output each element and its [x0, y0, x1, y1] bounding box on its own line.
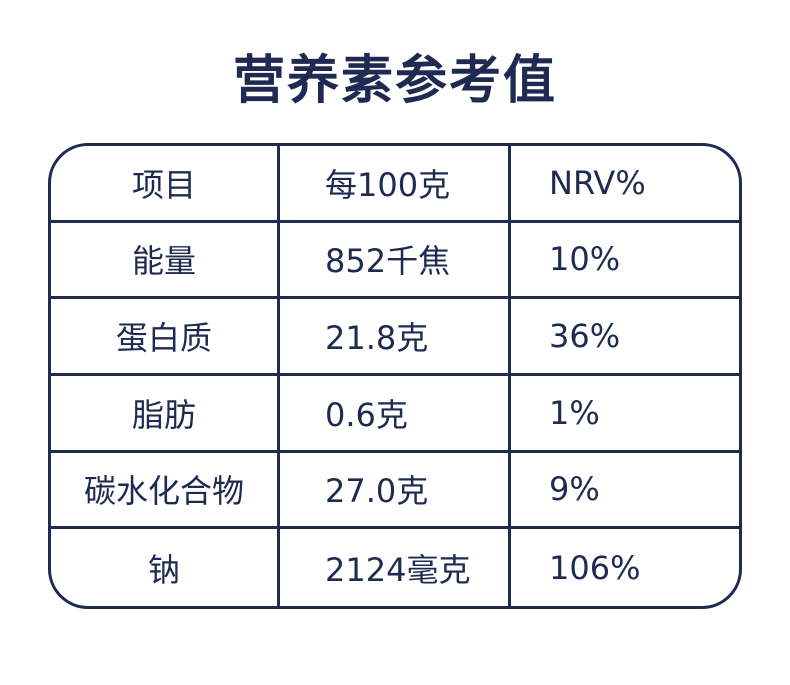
table-cell: 2124毫克: [280, 529, 511, 606]
table-cell: 106%: [549, 548, 641, 587]
table-cell: 能量: [51, 222, 280, 300]
table-cell: 0.6克: [280, 375, 511, 453]
nutrition-table: 项目 每100克 NRV% 能量 852千焦 10% 蛋白质 21.8克 36% 脂肪 0.6克 1%…: [48, 143, 742, 609]
table-cell: 852千焦: [280, 222, 511, 300]
table-cell: 蛋白质: [51, 299, 280, 376]
table-cell: 27.0克: [280, 452, 511, 530]
table-cell: 10%: [511, 223, 739, 300]
table-cell: 脂肪: [51, 375, 280, 453]
table-cell: 36%: [511, 299, 739, 376]
table-cell: 碳水化合物: [51, 452, 280, 530]
title: 营养素参考值: [232, 51, 557, 111]
header-cell: NRV%: [511, 146, 739, 223]
header-cell: 每100克: [280, 146, 511, 223]
table-cell: 9%: [511, 453, 739, 530]
table-cell: 1%: [511, 376, 739, 453]
table-cell: 21.8克: [280, 299, 511, 376]
table-cell: 钠: [51, 529, 280, 606]
header-cell: 项目: [51, 146, 280, 223]
